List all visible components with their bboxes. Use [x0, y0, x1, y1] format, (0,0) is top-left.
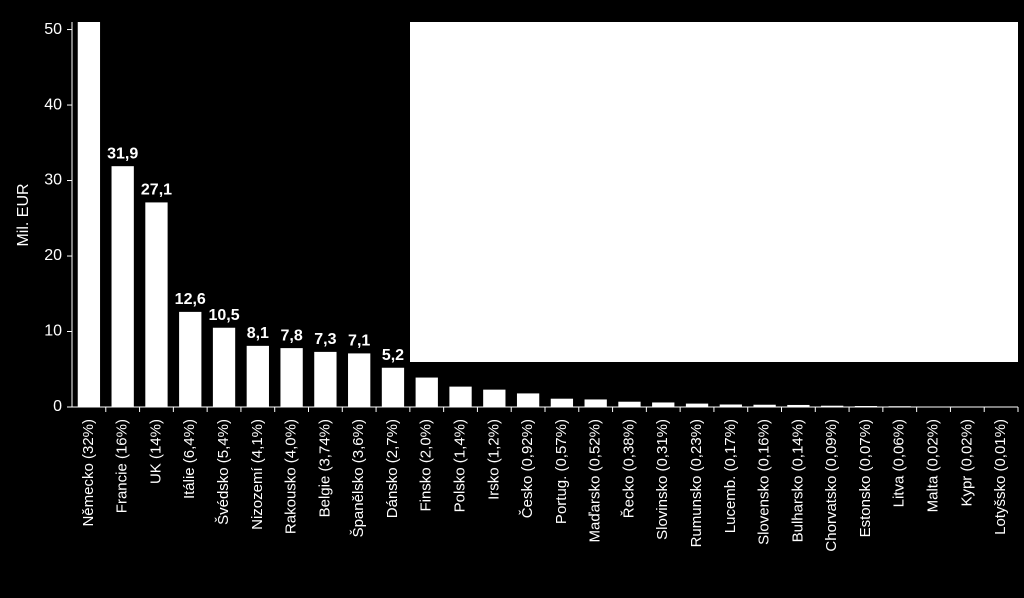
bar [179, 311, 202, 407]
bar [719, 404, 742, 407]
bar [111, 166, 134, 407]
value-label: 27,1 [141, 182, 172, 199]
y-tick-label: 0 [53, 398, 62, 415]
value-label: 8,1 [247, 325, 269, 342]
y-tick-label: 10 [44, 323, 62, 340]
x-tick-label: Česko (0,92%) [519, 419, 536, 518]
bar [584, 399, 607, 407]
x-tick-label: Francie (16%) [114, 419, 131, 513]
value-label: 7,1 [348, 333, 370, 350]
x-tick-label: Malta (0,02%) [925, 419, 942, 512]
blank-overlay [410, 22, 1018, 362]
bar [652, 402, 675, 407]
x-tick-label: Kypr (0,02%) [958, 419, 975, 507]
bar [787, 404, 810, 407]
y-tick-label: 50 [44, 21, 62, 38]
value-label: 12,6 [175, 291, 206, 308]
x-tick-label: Lotyšsko (0,01%) [992, 419, 1009, 535]
bar [685, 403, 709, 407]
bar [212, 327, 236, 407]
x-tick-label: Lucemb. (0,17%) [722, 419, 739, 533]
bar [449, 386, 472, 407]
x-tick-label: Německo (32%) [80, 419, 97, 527]
x-tick-label: UK (14%) [147, 419, 164, 484]
y-axis-label: Mil. EUR [15, 183, 32, 246]
bar [77, 22, 101, 408]
bar [483, 389, 506, 407]
bar [145, 202, 168, 407]
bar [618, 401, 641, 407]
bar [280, 348, 303, 407]
x-tick-label: Řecko (0,38%) [620, 419, 637, 518]
x-tick-label: Estonsko (0,07%) [857, 419, 874, 537]
bar [821, 405, 844, 407]
bar [753, 404, 776, 407]
x-tick-label: Bulharsko (0,14%) [789, 419, 806, 542]
bar [314, 351, 337, 407]
value-label: 5,2 [382, 347, 404, 364]
x-tick-label: Španělsko (3,6%) [350, 419, 367, 537]
bar [550, 398, 574, 407]
x-tick-label: Maďarsko (0,52%) [587, 419, 604, 542]
x-tick-label: Chorvatsko (0,09%) [823, 419, 840, 552]
bar [246, 345, 269, 407]
x-tick-label: Belgie (3,74%) [316, 419, 333, 517]
value-label: 7,3 [314, 331, 336, 348]
x-tick-label: Švédsko (5,4%) [215, 419, 232, 525]
bar [415, 377, 438, 407]
x-tick-label: Portug. (0,57%) [553, 419, 570, 524]
x-tick-label: Slovensko (0,16%) [756, 419, 773, 545]
x-tick-label: Rakousko (4,0%) [283, 419, 300, 534]
y-tick-label: 40 [44, 96, 62, 113]
bar [516, 393, 540, 407]
x-tick-label: Itálie (6,4%) [181, 419, 198, 499]
value-label: 31,9 [107, 145, 138, 162]
value-label: 10,5 [208, 307, 239, 324]
bar [381, 367, 405, 407]
x-tick-label: Irsko (1,2%) [485, 419, 502, 500]
x-tick-label: Nizozemí (4,1%) [249, 419, 266, 530]
x-tick-label: Dánsko (2,7%) [384, 419, 401, 518]
x-tick-label: Polsko (1,4%) [452, 419, 469, 512]
value-label: 7,8 [280, 327, 302, 344]
x-tick-label: Slovinsko (0,31%) [654, 419, 671, 540]
x-tick-label: Litva (0,06%) [891, 419, 908, 507]
y-tick-label: 20 [44, 247, 62, 264]
x-tick-label: Rumunsko (0,23%) [688, 419, 705, 547]
y-tick-label: 30 [44, 172, 62, 189]
x-tick-label: Finsko (2,0%) [418, 419, 435, 512]
bar [348, 353, 371, 407]
